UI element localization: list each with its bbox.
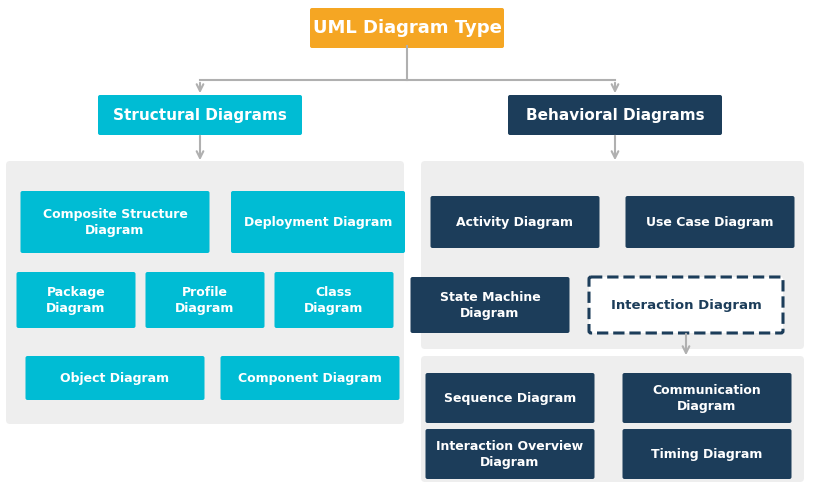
Text: Activity Diagram: Activity Diagram [456, 216, 574, 228]
FancyBboxPatch shape [98, 95, 302, 135]
Text: Class
Diagram: Class Diagram [304, 286, 363, 315]
FancyBboxPatch shape [221, 356, 399, 400]
Text: Interaction Overview
Diagram: Interaction Overview Diagram [437, 440, 584, 468]
Text: Sequence Diagram: Sequence Diagram [444, 392, 576, 405]
FancyBboxPatch shape [421, 356, 804, 482]
Text: Structural Diagrams: Structural Diagrams [113, 107, 287, 122]
Text: Deployment Diagram: Deployment Diagram [244, 216, 392, 228]
Text: Composite Structure
Diagram: Composite Structure Diagram [42, 207, 187, 237]
Text: Use Case Diagram: Use Case Diagram [646, 216, 773, 228]
FancyBboxPatch shape [20, 191, 209, 253]
Text: State Machine
Diagram: State Machine Diagram [439, 291, 540, 319]
Text: Timing Diagram: Timing Diagram [651, 447, 763, 461]
Text: Profile
Diagram: Profile Diagram [175, 286, 235, 315]
FancyBboxPatch shape [231, 191, 405, 253]
Text: Interaction Diagram: Interaction Diagram [610, 298, 761, 312]
FancyBboxPatch shape [625, 196, 795, 248]
FancyBboxPatch shape [430, 196, 600, 248]
FancyBboxPatch shape [310, 8, 504, 48]
Text: Behavioral Diagrams: Behavioral Diagrams [526, 107, 704, 122]
FancyBboxPatch shape [421, 161, 804, 349]
FancyBboxPatch shape [275, 272, 394, 328]
FancyBboxPatch shape [25, 356, 205, 400]
FancyBboxPatch shape [589, 277, 783, 333]
Text: Component Diagram: Component Diagram [238, 371, 382, 385]
FancyBboxPatch shape [16, 272, 135, 328]
Text: Object Diagram: Object Diagram [60, 371, 170, 385]
FancyBboxPatch shape [623, 429, 791, 479]
FancyBboxPatch shape [6, 161, 404, 424]
FancyBboxPatch shape [425, 373, 594, 423]
FancyBboxPatch shape [508, 95, 722, 135]
Text: Communication
Diagram: Communication Diagram [653, 384, 761, 413]
FancyBboxPatch shape [411, 277, 570, 333]
FancyBboxPatch shape [425, 429, 594, 479]
FancyBboxPatch shape [146, 272, 265, 328]
Text: UML Diagram Type: UML Diagram Type [313, 19, 501, 37]
Text: Package
Diagram: Package Diagram [46, 286, 106, 315]
FancyBboxPatch shape [623, 373, 791, 423]
